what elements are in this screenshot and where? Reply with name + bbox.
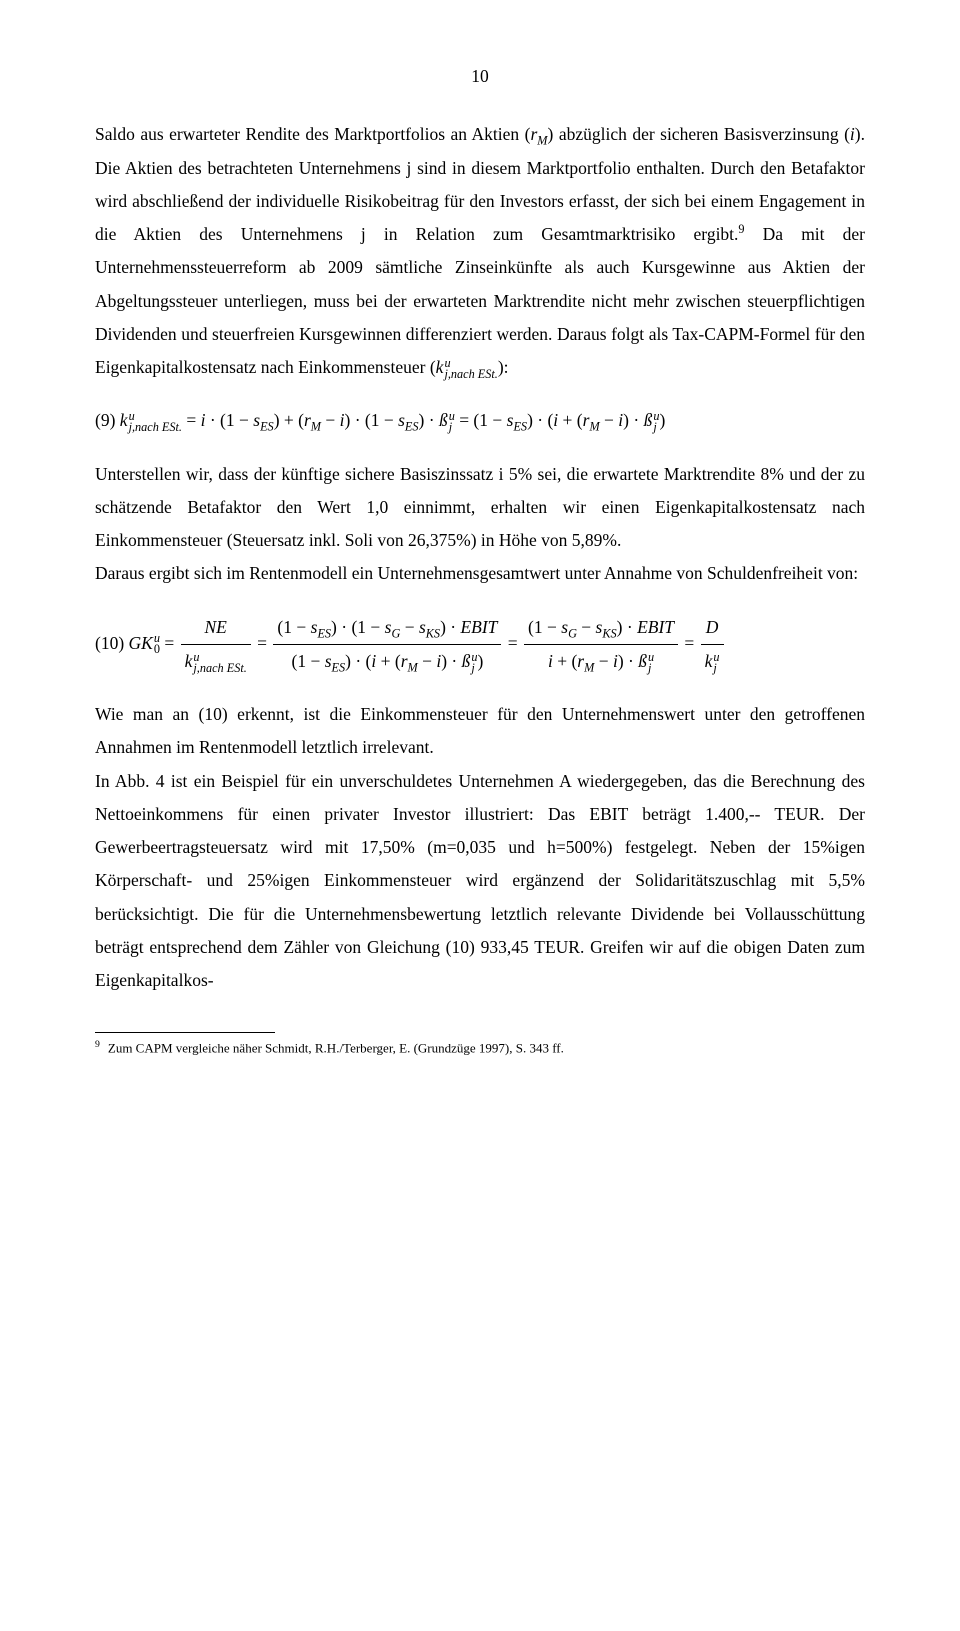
k: k [120, 410, 128, 430]
sym-jnach: j,nach ESt. [444, 369, 497, 380]
es3: ES [513, 420, 527, 434]
i3: i [553, 410, 558, 430]
s6: s [419, 617, 426, 637]
d: D [706, 617, 719, 637]
equation-9: (9) kuj,nach ESt. = i · (1 − sES) + (rM … [95, 404, 865, 437]
m4: M [584, 660, 594, 674]
beta4: ß [638, 651, 647, 671]
paragraph-1: Saldo aus erwarteter Rendite des Marktpo… [95, 118, 865, 384]
beta: ß [439, 410, 448, 430]
sym-rM-M: M [537, 134, 547, 148]
j: j [449, 422, 455, 433]
p2b: ): [498, 357, 509, 377]
k3: k [705, 651, 713, 671]
ebit2: EBIT [637, 617, 674, 637]
es: ES [260, 420, 274, 434]
beta2: ß [644, 410, 653, 430]
jnach2: j,nach ESt. [193, 663, 246, 674]
i5: i [371, 651, 376, 671]
paragraph-4: Daraus ergibt sich im Rentenmodell ein U… [95, 557, 865, 590]
p1b: ) abzüglich der sicheren Basisverzinsung… [548, 124, 850, 144]
r3: r [401, 651, 408, 671]
i: i [201, 410, 206, 430]
paragraph-3: Unterstellen wir, dass der künftige sich… [95, 458, 865, 558]
j4: j [648, 663, 654, 674]
s2: s [398, 410, 405, 430]
sym-k: k [436, 357, 444, 377]
i7: i [548, 651, 553, 671]
page-number: 10 [95, 60, 865, 93]
footnote-text: Zum CAPM vergleiche näher Schmidt, R.H./… [108, 1041, 564, 1056]
ne: NE [205, 617, 227, 637]
es2: ES [405, 420, 419, 434]
r: r [304, 410, 311, 430]
i8: i [613, 651, 618, 671]
p1a: Saldo aus erwarteter Rendite des Marktpo… [95, 124, 530, 144]
s7: s [325, 651, 332, 671]
gk: GK [129, 632, 153, 652]
i4: i [618, 410, 623, 430]
j5: j [713, 663, 719, 674]
m3: M [408, 660, 418, 674]
g2: G [568, 626, 577, 640]
m: M [311, 420, 321, 434]
eq10-num: (10) [95, 632, 129, 652]
ebit: EBIT [460, 617, 497, 637]
zero: 0 [154, 644, 160, 655]
j2: j [653, 422, 659, 433]
paragraph-5: Wie man an (10) erkennt, ist die Einkomm… [95, 698, 865, 765]
paragraph-6: In Abb. 4 ist ein Beispiel für ein unver… [95, 765, 865, 998]
ks: KS [426, 626, 440, 640]
ks2: KS [602, 626, 616, 640]
beta3: ß [462, 651, 471, 671]
p2a: Da mit der Unternehmenssteuerreform ab 2… [95, 224, 865, 377]
es4: ES [317, 626, 331, 640]
m2: M [589, 420, 599, 434]
i2: i [340, 410, 345, 430]
k2: k [185, 651, 193, 671]
footnote-9: 9 Zum CAPM vergleiche näher Schmidt, R.H.… [95, 1038, 865, 1058]
fnref-9: 9 [738, 222, 744, 236]
jnach: j,nach ESt. [129, 422, 182, 433]
i6: i [436, 651, 441, 671]
eq9-num: (9) [95, 410, 120, 430]
equation-10: (10) GKu0 = NE kuj,nach ESt. = (1 − sES)… [95, 611, 865, 679]
es5: ES [332, 660, 346, 674]
j3: j [471, 663, 477, 674]
g: G [391, 626, 400, 640]
footnote-separator [95, 1032, 275, 1033]
footnote-number: 9 [95, 1039, 100, 1050]
